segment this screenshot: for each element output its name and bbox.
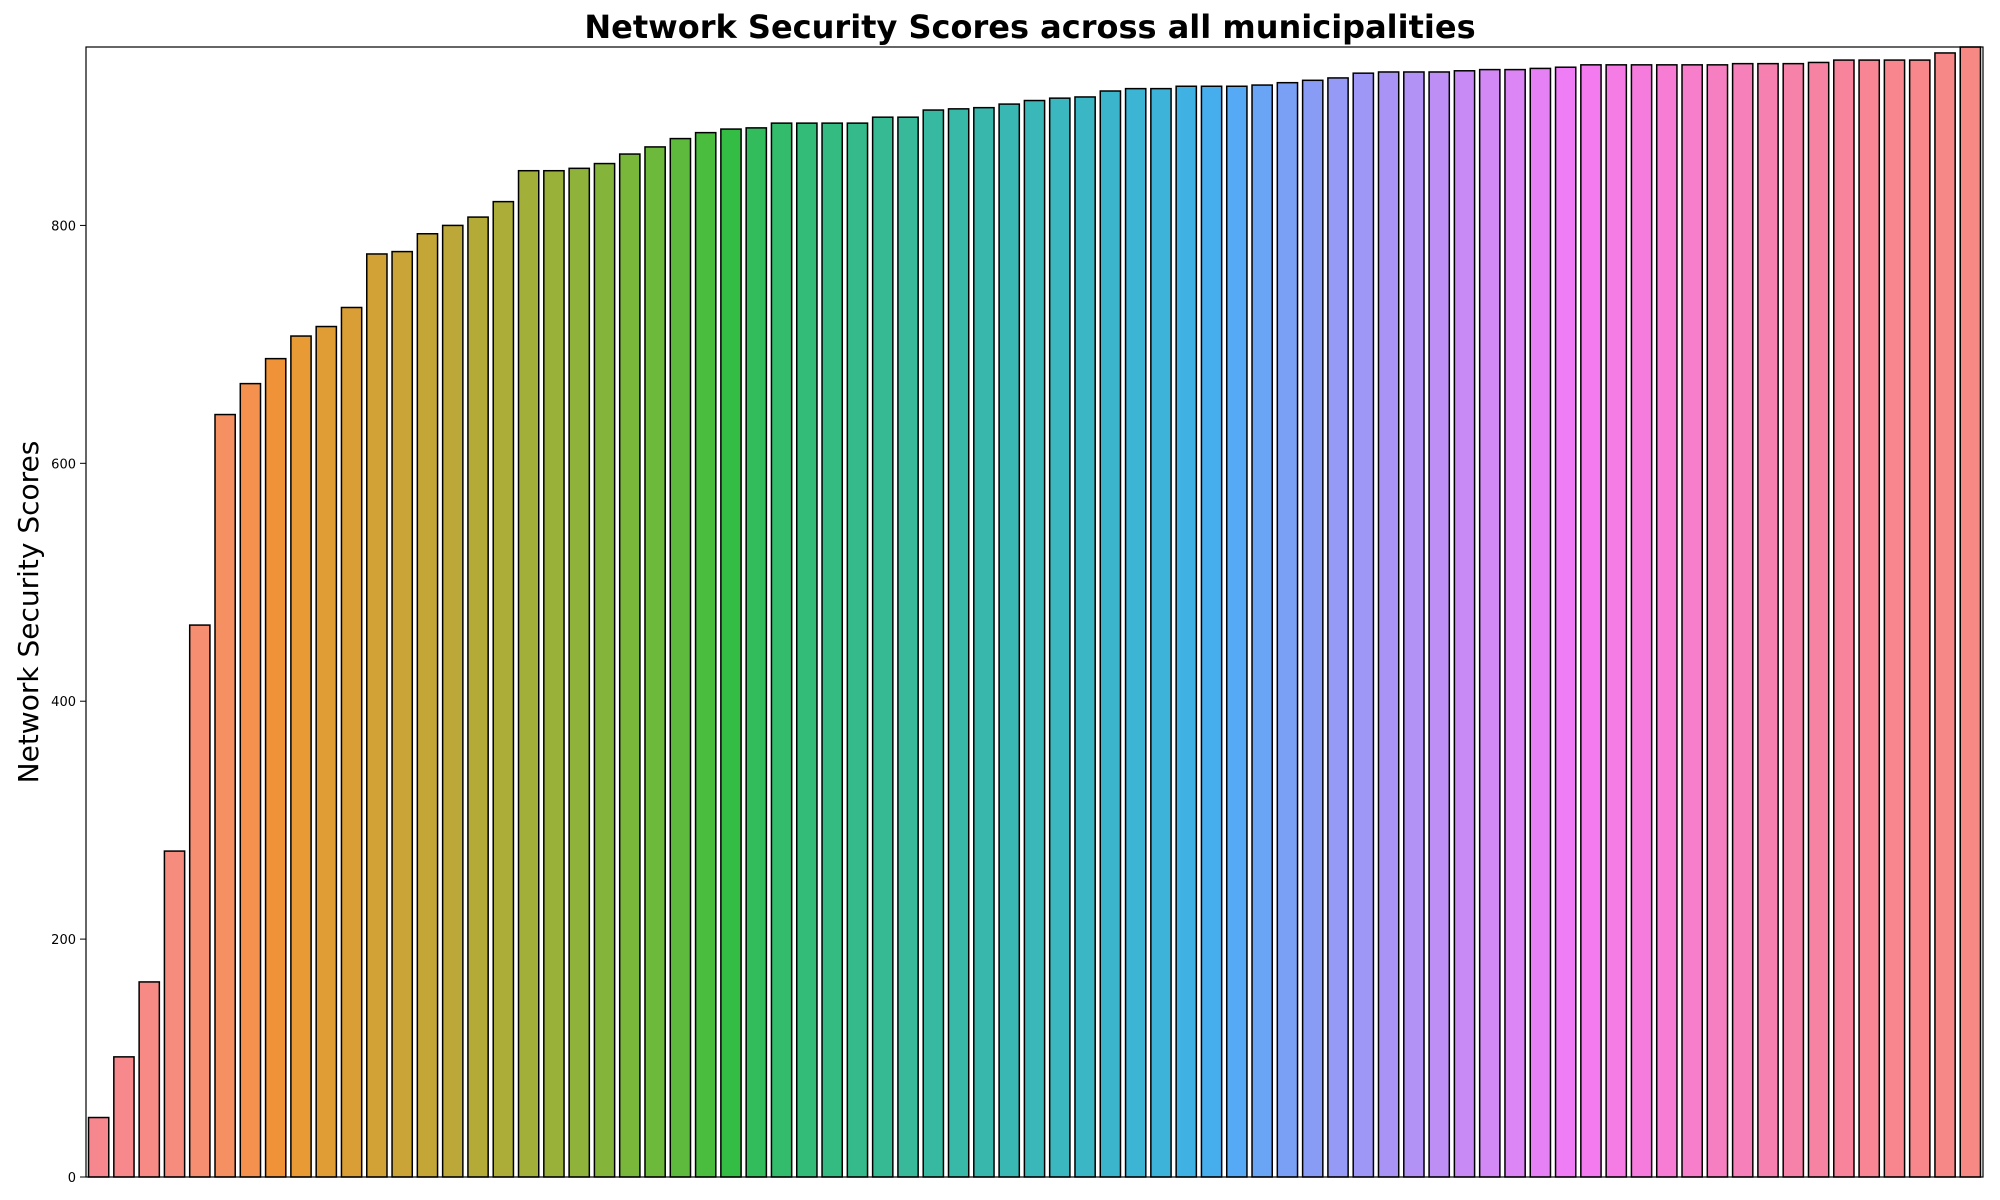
bar-20 xyxy=(568,167,591,1178)
bar-72 xyxy=(1883,59,1906,1178)
bar-7 xyxy=(239,382,262,1178)
bar-5 xyxy=(188,624,211,1178)
y-tick-label: 800 xyxy=(51,219,76,234)
bar-58 xyxy=(1529,67,1552,1178)
bar-70 xyxy=(1833,59,1855,1178)
bar-46 xyxy=(1225,85,1248,1178)
bar-63 xyxy=(1655,64,1678,1178)
bar-24 xyxy=(669,137,692,1178)
bar-11 xyxy=(340,306,363,1178)
bar-50 xyxy=(1327,77,1349,1178)
bar-56 xyxy=(1478,68,1501,1178)
bar-45 xyxy=(1200,85,1223,1178)
bar-62 xyxy=(1630,64,1653,1178)
bar-17 xyxy=(492,200,515,1178)
bar-9 xyxy=(290,335,312,1178)
bar-71 xyxy=(1858,59,1881,1178)
bar-36 xyxy=(973,106,995,1178)
bar-18 xyxy=(517,169,540,1178)
y-axis: 0 200 400 600 800 xyxy=(51,219,86,1186)
bar-34 xyxy=(922,109,945,1178)
bar-41 xyxy=(1099,90,1122,1178)
bar-65 xyxy=(1706,64,1729,1178)
chart-title: Network Security Scores across all munic… xyxy=(584,8,1476,46)
bar-64 xyxy=(1681,64,1703,1178)
bar-16 xyxy=(467,216,489,1178)
bar-27 xyxy=(745,127,768,1178)
bar-49 xyxy=(1301,79,1324,1178)
bar-66 xyxy=(1731,62,1754,1178)
bar-42 xyxy=(1124,87,1147,1178)
bar-28 xyxy=(770,122,793,1178)
bars-group xyxy=(87,46,1982,1178)
bar-38 xyxy=(1023,99,1046,1178)
bar-19 xyxy=(543,169,565,1178)
bar-69 xyxy=(1807,61,1830,1178)
bar-37 xyxy=(998,103,1021,1178)
bar-75 xyxy=(1959,46,1982,1178)
bar-73 xyxy=(1908,59,1931,1178)
bar-57 xyxy=(1504,68,1526,1178)
bar-2 xyxy=(113,1056,135,1178)
bar-44 xyxy=(1175,85,1198,1178)
bar-67 xyxy=(1757,62,1779,1178)
bar-25 xyxy=(694,131,717,1178)
bar-8 xyxy=(264,357,287,1178)
y-tick-label: 200 xyxy=(51,933,76,948)
y-tick-label: 0 xyxy=(68,1171,76,1186)
bar-68 xyxy=(1782,62,1805,1178)
y-tick-label: 400 xyxy=(51,695,76,710)
bar-54 xyxy=(1428,71,1451,1178)
bar-55 xyxy=(1453,70,1476,1178)
bar-52 xyxy=(1377,71,1400,1178)
bar-48 xyxy=(1276,81,1299,1178)
bar-4 xyxy=(163,850,186,1178)
bar-47 xyxy=(1251,84,1274,1178)
y-axis-label: Network Security Scores xyxy=(12,441,45,784)
bar-35 xyxy=(947,108,970,1178)
plot-area-frame xyxy=(85,46,1984,1178)
bar-33 xyxy=(897,116,919,1178)
bar-3 xyxy=(138,981,161,1178)
bar-43 xyxy=(1150,87,1172,1178)
bar-1 xyxy=(87,1116,110,1178)
bar-40 xyxy=(1074,96,1096,1178)
bar-53 xyxy=(1403,71,1425,1178)
bar-14 xyxy=(416,233,439,1178)
bar-6 xyxy=(214,413,236,1178)
bar-30 xyxy=(821,122,844,1178)
bar-15 xyxy=(441,224,464,1178)
bar-51 xyxy=(1352,72,1375,1178)
bar-31 xyxy=(846,122,869,1178)
bar-29 xyxy=(795,122,818,1178)
bar-13 xyxy=(391,250,414,1178)
y-tick-label: 600 xyxy=(51,457,76,472)
bar-61 xyxy=(1605,64,1628,1178)
bar-26 xyxy=(720,128,742,1178)
bar-39 xyxy=(1048,97,1071,1178)
bar-60 xyxy=(1580,64,1602,1178)
bar-74 xyxy=(1934,52,1956,1178)
bar-32 xyxy=(871,116,894,1178)
bar-12 xyxy=(366,253,388,1178)
bar-22 xyxy=(618,153,641,1178)
bar-59 xyxy=(1554,66,1577,1178)
bar-10 xyxy=(315,325,338,1178)
bar-21 xyxy=(593,162,616,1178)
bar-23 xyxy=(644,146,666,1178)
